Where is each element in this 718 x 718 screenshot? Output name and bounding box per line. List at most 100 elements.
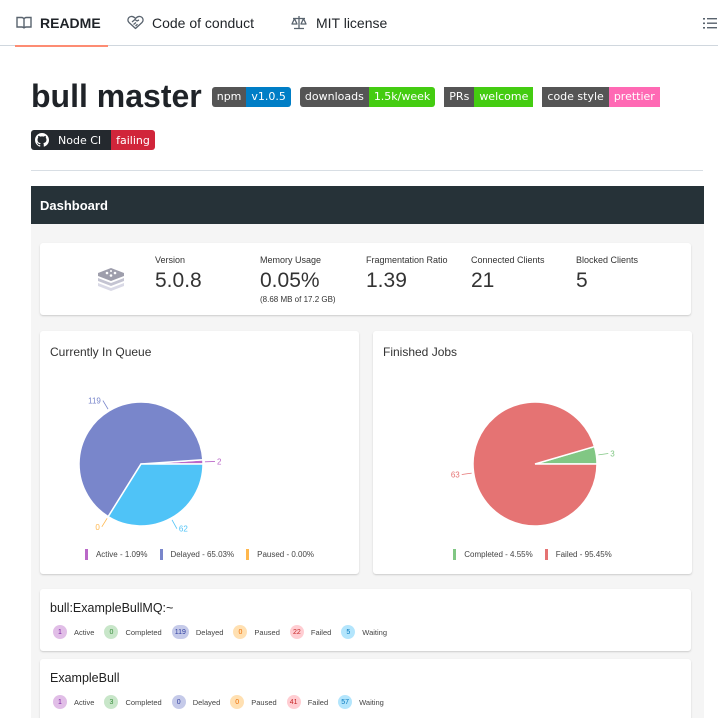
chip-label: Waiting bbox=[359, 697, 384, 707]
pie-slice-label: 3 bbox=[610, 449, 615, 458]
status-chip-waiting[interactable]: 57 Waiting bbox=[338, 695, 384, 709]
status-chip-paused[interactable]: 0 Paused bbox=[233, 625, 280, 639]
stat-label: Version bbox=[155, 255, 186, 265]
code-style-badge[interactable]: code style prettier bbox=[542, 86, 660, 107]
book-icon bbox=[16, 15, 32, 31]
count-badge: 0 bbox=[104, 625, 119, 639]
chart-title: Finished Jobs bbox=[383, 345, 458, 359]
tab-readme[interactable]: README bbox=[8, 0, 108, 47]
status-chip-delayed[interactable]: 0 Delayed bbox=[171, 695, 221, 709]
downloads-badge[interactable]: downloads 1.5k/week bbox=[299, 86, 436, 107]
status-chip-paused[interactable]: 0 Paused bbox=[230, 695, 277, 709]
stat-value: 0.05% bbox=[260, 269, 320, 292]
finished-jobs-pie-chart: 3 63 bbox=[451, 401, 615, 527]
pie-slice-label: 2 bbox=[217, 457, 222, 466]
pie-slice-failed[interactable] bbox=[472, 401, 598, 527]
stat-sub: (8.68 MB of 17.2 GB) bbox=[260, 295, 336, 304]
legend-item[interactable]: Active - 1.09% bbox=[84, 549, 148, 560]
chip-label: Delayed bbox=[192, 697, 221, 707]
legend-swatch bbox=[453, 549, 457, 560]
chip-label: Active bbox=[74, 697, 95, 707]
stat-label: Connected Clients bbox=[471, 255, 545, 265]
stat-value: 5.0.8 bbox=[155, 269, 202, 292]
chip-label: Delayed bbox=[195, 627, 224, 637]
queue-card[interactable]: ExampleBull 1 Active 3 Completed 0 Delayed 0 Pa… bbox=[40, 659, 691, 718]
in-queue-legend: Active - 1.09% Delayed - 65.03% Paused - 0… bbox=[40, 549, 359, 560]
stat-value: 1.39 bbox=[366, 269, 407, 292]
heart-handshake-icon bbox=[126, 15, 144, 31]
stat-label: Fragmentation Ratio bbox=[366, 255, 448, 265]
status-chip-delayed[interactable]: 119 Delayed bbox=[171, 625, 224, 639]
finished-jobs-chart-card: Finished Jobs 3 63 Completed - 4.55% Faile… bbox=[373, 331, 692, 574]
stat-blocked-clients: Blocked Clients 5 bbox=[576, 255, 638, 293]
npm-version-badge[interactable]: npm v1.0.5 bbox=[211, 86, 291, 107]
badge-label: downloads bbox=[299, 86, 369, 107]
chip-label: Completed bbox=[125, 627, 162, 637]
badge-value: v1.0.5 bbox=[246, 86, 291, 107]
stat-value: 21 bbox=[471, 269, 495, 292]
stat-memory-usage: Memory Usage 0.05% (8.68 MB of 17.2 GB) bbox=[260, 255, 336, 304]
legend-item[interactable]: Completed - 4.55% bbox=[453, 549, 533, 560]
pie-slice-label: 63 bbox=[451, 471, 460, 480]
badge-label: Node CI bbox=[58, 133, 102, 147]
queue-counts: 1 Active 3 Completed 0 Delayed 0 Paused 41 Failed… bbox=[53, 695, 394, 709]
status-chip-completed[interactable]: 0 Completed bbox=[104, 625, 162, 639]
status-chip-completed[interactable]: 3 Completed bbox=[104, 695, 162, 709]
queue-counts: 1 Active 0 Completed 119 Delayed 0 Paused 22 Fail… bbox=[53, 625, 397, 639]
node-ci-badge[interactable]: Node CI failing bbox=[31, 130, 155, 150]
count-badge: 5 bbox=[341, 625, 356, 639]
status-chip-failed[interactable]: 41 Failed bbox=[286, 695, 328, 709]
tab-label: Code of conduct bbox=[152, 14, 254, 31]
prs-welcome-badge[interactable]: PRs welcome bbox=[444, 86, 534, 107]
legend-label: Delayed - 65.03% bbox=[170, 550, 235, 559]
legend-swatch bbox=[246, 549, 250, 560]
legend-swatch bbox=[544, 549, 548, 560]
pie-slice-label: 119 bbox=[88, 397, 101, 406]
pie-slice-delayed[interactable] bbox=[78, 401, 204, 518]
chip-label: Active bbox=[74, 627, 95, 637]
chip-label: Waiting bbox=[362, 627, 388, 637]
status-chip-active[interactable]: 1 Active bbox=[53, 695, 94, 709]
redis-icon bbox=[98, 268, 124, 291]
status-chip-waiting[interactable]: 5 Waiting bbox=[341, 625, 387, 639]
legend-swatch bbox=[84, 549, 88, 560]
count-badge: 0 bbox=[171, 695, 186, 709]
in-queue-chart-card: Currently In Queue 2 119 0 62 Active - 1.09… bbox=[40, 331, 359, 574]
chart-title: Currently In Queue bbox=[50, 345, 152, 359]
github-icon bbox=[35, 133, 49, 147]
count-badge: 3 bbox=[104, 695, 119, 709]
dashboard-header: Dashboard bbox=[31, 186, 704, 224]
readme-tabs: README Code of conduct MIT license bbox=[0, 0, 718, 47]
status-chip-failed[interactable]: 22 Failed bbox=[289, 625, 332, 639]
legend-item[interactable]: Delayed - 65.03% bbox=[159, 549, 235, 560]
divider bbox=[31, 170, 703, 171]
badge-value: 1.5k/week bbox=[368, 86, 436, 107]
pie-slice-waiting[interactable] bbox=[107, 463, 204, 527]
legend-item[interactable]: Paused - 0.00% bbox=[246, 549, 314, 560]
count-badge: 57 bbox=[338, 695, 353, 709]
chip-label: Completed bbox=[125, 697, 162, 707]
legend-label: Completed - 4.55% bbox=[464, 550, 533, 559]
in-queue-pie-chart: 2 119 0 62 bbox=[78, 397, 222, 534]
table-of-contents-button[interactable] bbox=[700, 14, 718, 32]
pie-slice-label: 62 bbox=[179, 525, 188, 534]
queue-name: bull:ExampleBullMQ:~ bbox=[50, 601, 174, 615]
stat-value: 5 bbox=[576, 269, 588, 292]
tab-mit-license[interactable]: MIT license bbox=[282, 0, 395, 46]
legend-label: Active - 1.09% bbox=[95, 550, 148, 559]
finished-jobs-legend: Completed - 4.55% Failed - 95.45% bbox=[373, 549, 692, 560]
count-badge: 0 bbox=[230, 695, 245, 709]
stat-connected-clients: Connected Clients 21 bbox=[471, 255, 545, 293]
count-badge: 41 bbox=[286, 695, 301, 709]
count-badge: 0 bbox=[233, 625, 248, 639]
queue-card[interactable]: bull:ExampleBullMQ:~ 1 Active 0 Completed 11… bbox=[40, 589, 691, 651]
badge-value: welcome bbox=[474, 86, 534, 107]
legend-label: Paused - 0.00% bbox=[257, 550, 315, 559]
tab-code-of-conduct[interactable]: Code of conduct bbox=[118, 0, 262, 46]
badge-label: npm bbox=[211, 86, 247, 107]
chip-label: Failed bbox=[310, 627, 332, 637]
status-chip-active[interactable]: 1 Active bbox=[53, 625, 94, 639]
badge-label: PRs bbox=[444, 86, 475, 107]
legend-item[interactable]: Failed - 95.45% bbox=[544, 549, 612, 560]
count-badge: 22 bbox=[289, 625, 304, 639]
